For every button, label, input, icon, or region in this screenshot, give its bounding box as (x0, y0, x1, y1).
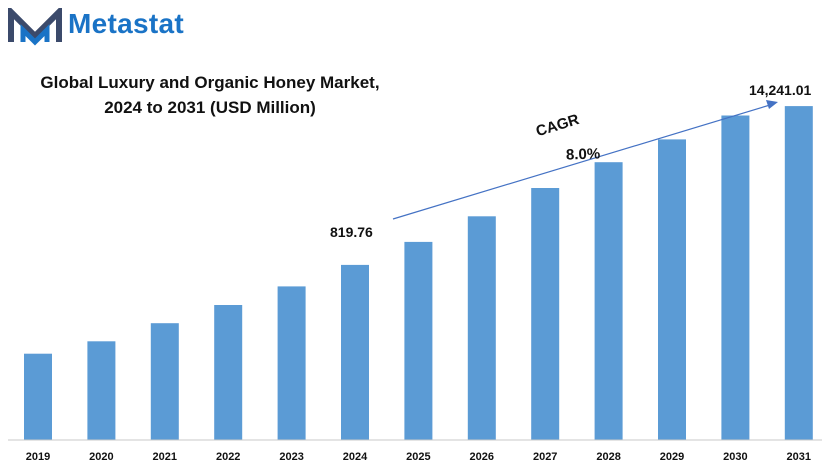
bar-2025 (404, 241, 433, 440)
bar-2019 (24, 353, 52, 440)
x-tick-label-2026: 2026 (470, 451, 494, 463)
chart-title: Global Luxury and Organic Honey Market, … (10, 70, 410, 120)
x-tick-label-2027: 2027 (533, 451, 557, 463)
x-tick-label-2022: 2022 (216, 451, 240, 463)
x-tick-label-2024: 2024 (343, 451, 368, 463)
bar-2023 (277, 286, 306, 440)
bar-2030 (721, 115, 750, 440)
x-tick-label-2031: 2031 (787, 451, 811, 463)
chart-title-line-1: Global Luxury and Organic Honey Market, (40, 73, 380, 92)
bar-2020 (87, 341, 116, 440)
cagr-arrow-head (766, 100, 778, 109)
x-tick-label-2021: 2021 (153, 451, 177, 463)
chart-title-line-2: 2024 to 2031 (USD Million) (104, 98, 316, 117)
cagr-arrow (392, 104, 771, 220)
cagr-value: 8.0% (565, 145, 601, 164)
x-tick-label-2020: 2020 (89, 451, 113, 463)
x-tick-label-2023: 2023 (279, 451, 303, 463)
data-label-2031: 14,241.01 (749, 82, 812, 98)
bar-2031 (784, 106, 813, 440)
x-tick-label-2019: 2019 (26, 451, 50, 463)
x-tick-label-2028: 2028 (596, 451, 620, 463)
bar-2029 (658, 139, 686, 440)
metastat-logo-icon (8, 4, 62, 51)
bar-2027 (531, 188, 560, 440)
x-tick-label-2029: 2029 (660, 451, 684, 463)
data-label-2024: 819.76 (330, 224, 373, 240)
bar-2024 (341, 264, 369, 440)
bar-2028 (594, 162, 623, 440)
brand-name: Metastat (68, 8, 184, 39)
bar-2022 (214, 305, 243, 440)
x-tick-label-2030: 2030 (723, 451, 747, 463)
bar-2026 (467, 216, 496, 440)
x-tick-label-2025: 2025 (406, 451, 430, 463)
bar-2021 (150, 323, 179, 440)
